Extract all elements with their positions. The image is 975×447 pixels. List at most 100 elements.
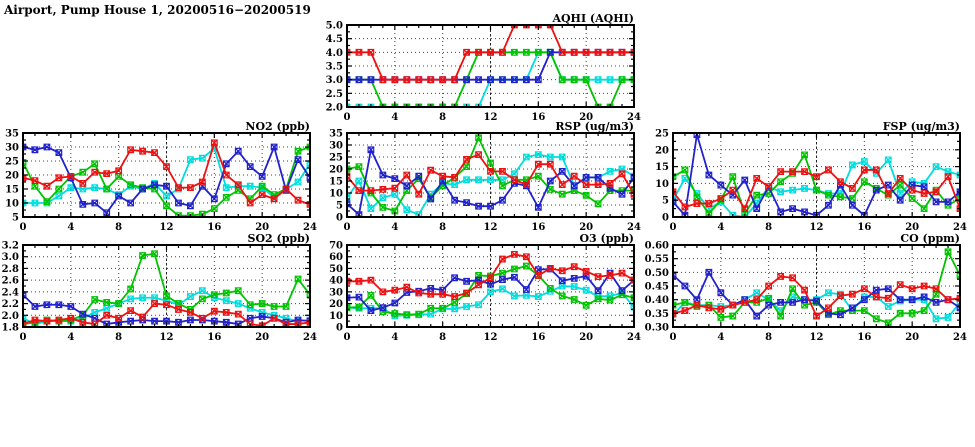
series-red bbox=[347, 250, 634, 300]
y-tick-label: 20 bbox=[329, 165, 343, 176]
y-tick-label: 35 bbox=[329, 129, 343, 140]
x-axis-labels: 0 4 8 12 16 20 24 bbox=[670, 332, 967, 343]
series-markers-red bbox=[23, 139, 310, 208]
axis-ticks bbox=[346, 132, 635, 218]
gridlines bbox=[673, 133, 960, 217]
y-tick-label: 25 bbox=[5, 157, 19, 168]
y-tick-label: 30 bbox=[5, 143, 19, 154]
x-tick-label: 0 bbox=[670, 332, 677, 343]
series-markers-blue bbox=[23, 143, 310, 217]
y-tick-label: 15 bbox=[655, 162, 669, 173]
x-tick-label: 20 bbox=[579, 112, 593, 123]
y-axis-labels: 2.0 2.5 3.0 3.5 4.0 4.5 5.0 bbox=[326, 21, 343, 114]
y-tick-label: 5 bbox=[12, 213, 19, 224]
series-green bbox=[673, 248, 960, 327]
chart-co: 0.30 0.35 0.40 0.45 0.50 0.55 0.60 0 4 8 12 16 20 24 C… bbox=[645, 232, 967, 343]
x-tick-label: 8 bbox=[439, 332, 446, 343]
x-tick-label: 8 bbox=[115, 222, 122, 233]
x-tick-label: 4 bbox=[717, 222, 724, 233]
y-tick-label: 0 bbox=[662, 213, 669, 224]
y-tick-label: 30 bbox=[329, 287, 343, 298]
x-tick-label: 16 bbox=[531, 222, 545, 233]
y-tick-label: 3.0 bbox=[2, 252, 19, 263]
y-tick-label: 4.0 bbox=[326, 48, 343, 59]
x-tick-label: 24 bbox=[627, 112, 641, 123]
series-red bbox=[673, 273, 960, 320]
x-tick-label: 20 bbox=[905, 222, 919, 233]
y-tick-label: 15 bbox=[329, 177, 343, 188]
series-markers-green bbox=[673, 151, 960, 217]
gridlines bbox=[347, 25, 634, 107]
x-tick-label: 16 bbox=[207, 332, 221, 343]
series-markers-red bbox=[673, 166, 960, 212]
x-tick-label: 16 bbox=[531, 332, 545, 343]
axis-ticks bbox=[346, 244, 635, 328]
y-tick-label: 10 bbox=[655, 179, 669, 190]
x-tick-label: 0 bbox=[344, 112, 351, 123]
y-tick-label: 1.8 bbox=[2, 323, 19, 334]
series-green bbox=[347, 134, 634, 215]
x-tick-label: 24 bbox=[627, 332, 641, 343]
y-axis-labels: 1.82.02.22.42.62.83.03.2 bbox=[2, 241, 19, 334]
y-tick-label: 40 bbox=[329, 276, 343, 287]
x-axis-labels: 0 4 8 12 16 20 24 bbox=[344, 332, 641, 343]
gridlines bbox=[347, 245, 634, 327]
x-tick-label: 0 bbox=[670, 222, 677, 233]
x-tick-label: 12 bbox=[484, 332, 498, 343]
x-tick-label: 20 bbox=[255, 332, 269, 343]
series-blue bbox=[347, 146, 634, 217]
x-tick-label: 8 bbox=[439, 112, 446, 123]
x-axis-labels: 0 4 8 12 16 20 24 bbox=[20, 222, 317, 233]
series-markers-blue bbox=[347, 146, 634, 217]
x-tick-label: 8 bbox=[765, 222, 772, 233]
x-tick-label: 4 bbox=[67, 222, 74, 233]
x-tick-label: 16 bbox=[857, 332, 871, 343]
axis-ticks bbox=[22, 244, 311, 328]
y-tick-label: 70 bbox=[329, 241, 343, 252]
y-tick-label: 20 bbox=[655, 145, 669, 156]
panel-title-fsp: FSP (ug/m3) bbox=[883, 120, 960, 133]
y-tick-label: 0.45 bbox=[645, 282, 669, 293]
chart-aqhi: 2.0 2.5 3.0 3.5 4.0 4.5 5.0 0 4 8 12 16 20 24 AQHI (AQ… bbox=[326, 12, 641, 123]
y-tick-label: 30 bbox=[329, 141, 343, 152]
x-tick-label: 0 bbox=[344, 332, 351, 343]
x-tick-label: 0 bbox=[344, 222, 351, 233]
panel-title-no2: NO2 (ppb) bbox=[245, 120, 310, 133]
series-markers-red bbox=[347, 151, 634, 198]
y-tick-label: 0 bbox=[336, 213, 343, 224]
y-tick-label: 0.60 bbox=[645, 241, 669, 252]
axis-ticks bbox=[346, 24, 635, 108]
axis-ticks bbox=[672, 244, 961, 328]
x-tick-label: 12 bbox=[484, 112, 498, 123]
y-axis-labels: 5 10 15 20 25 30 35 bbox=[5, 129, 19, 224]
series-markers-red bbox=[347, 25, 634, 84]
x-tick-label: 24 bbox=[953, 332, 967, 343]
y-tick-label: 0.35 bbox=[645, 309, 669, 320]
panel-title-co: CO (ppm) bbox=[900, 232, 960, 245]
y-tick-label: 2.5 bbox=[326, 89, 343, 100]
y-tick-label: 25 bbox=[655, 129, 669, 140]
y-tick-label: 20 bbox=[329, 299, 343, 310]
x-tick-label: 20 bbox=[579, 332, 593, 343]
x-axis-labels: 0 4 8 12 16 20 24 bbox=[344, 112, 641, 123]
panel-title-o3: O3 (ppb) bbox=[579, 232, 634, 245]
x-tick-label: 24 bbox=[953, 222, 967, 233]
x-axis-labels: 0 4 8 12 16 20 24 bbox=[670, 222, 967, 233]
x-tick-label: 12 bbox=[810, 222, 824, 233]
x-tick-label: 12 bbox=[160, 222, 174, 233]
x-tick-label: 0 bbox=[20, 332, 27, 343]
x-tick-label: 4 bbox=[391, 222, 398, 233]
series-markers-red bbox=[673, 273, 960, 320]
axis-ticks bbox=[22, 132, 311, 218]
panel-title-so2: SO2 (ppb) bbox=[248, 232, 311, 245]
y-tick-label: 0.55 bbox=[645, 254, 669, 265]
series-blue bbox=[23, 143, 310, 217]
y-tick-label: 3.5 bbox=[326, 62, 343, 73]
series-red bbox=[673, 166, 960, 212]
x-tick-label: 16 bbox=[207, 222, 221, 233]
y-tick-label: 5 bbox=[662, 196, 669, 207]
